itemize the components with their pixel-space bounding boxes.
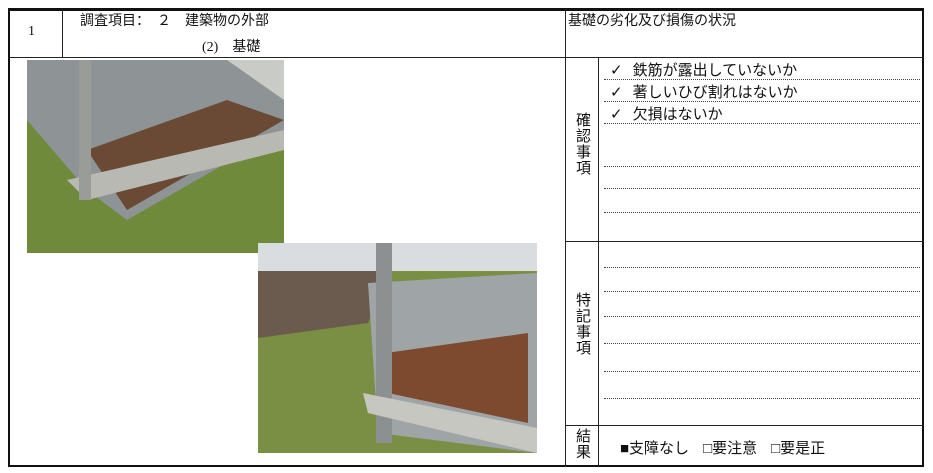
section-label: 特記事項 bbox=[574, 292, 590, 356]
rule bbox=[604, 267, 920, 268]
check-mark: ✓ bbox=[610, 83, 623, 101]
rule bbox=[604, 291, 920, 292]
check-text: 著しいひび割れはないか bbox=[632, 85, 798, 101]
result-option: ■支障なし bbox=[620, 441, 690, 457]
grid bbox=[62, 9, 63, 57]
checklist: ✓ 鉄筋が露出していないか ✓ 著しいひび割れはないか ✓ 欠損はないか bbox=[610, 60, 798, 126]
form bbox=[8, 8, 924, 467]
rule bbox=[604, 316, 920, 317]
rule bbox=[604, 123, 920, 124]
photo bbox=[27, 60, 284, 253]
section-label: 結果 bbox=[574, 428, 590, 460]
grid bbox=[598, 57, 599, 467]
rule bbox=[604, 371, 920, 372]
result-option: □要注意 bbox=[703, 441, 758, 457]
check-text: 欠損はないか bbox=[632, 107, 723, 123]
item-title: 調査項目： ２ 建築物の外部 bbox=[80, 14, 269, 29]
grid bbox=[565, 241, 924, 242]
grid bbox=[9, 57, 924, 58]
section-label: 確認事項 bbox=[574, 112, 590, 176]
rule bbox=[604, 398, 920, 399]
check-mark: ✓ bbox=[610, 61, 623, 79]
rule bbox=[604, 188, 920, 189]
rule bbox=[604, 343, 920, 344]
grid bbox=[565, 9, 566, 467]
grid bbox=[565, 425, 924, 426]
rule bbox=[604, 101, 920, 102]
photo bbox=[258, 243, 537, 453]
rule bbox=[604, 212, 920, 213]
item-number: 1 bbox=[28, 24, 35, 39]
check-item: ✓ 欠損はないか bbox=[610, 104, 798, 126]
rule bbox=[604, 166, 920, 167]
check-mark: ✓ bbox=[610, 105, 623, 123]
check-item: ✓ 鉄筋が露出していないか bbox=[610, 60, 798, 82]
topic: 基礎の劣化及び損傷の状況 bbox=[568, 14, 736, 29]
item-subtitle: (2) 基礎 bbox=[202, 40, 261, 55]
result-options: ■支障なし □要注意 □要是正 bbox=[620, 437, 839, 458]
check-text: 鉄筋が露出していないか bbox=[632, 63, 798, 79]
rule bbox=[604, 79, 920, 80]
check-item: ✓ 著しいひび割れはないか bbox=[610, 82, 798, 104]
result-option: □要是正 bbox=[771, 441, 826, 457]
